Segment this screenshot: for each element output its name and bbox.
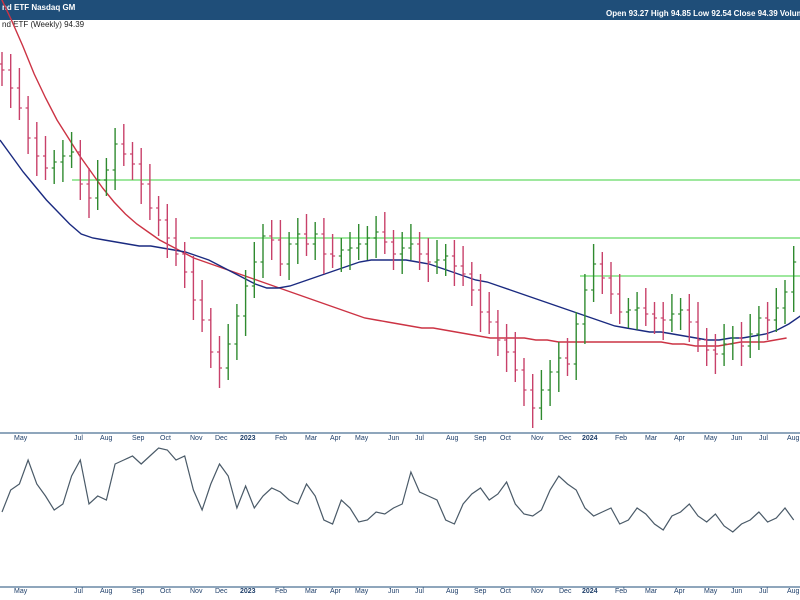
price-x-tick-label: Jul [759,435,768,442]
indicator-x-tick-label: Aug [100,588,113,595]
price-x-tick-label: Dec [559,435,572,442]
indicator-x-tick-label: Jul [415,588,424,595]
price-x-tick-label: Aug [446,435,459,442]
price-x-tick-label: Sep [132,435,145,442]
indicator-x-tick-label: Apr [330,588,342,595]
price-x-tick-label: Oct [500,435,511,442]
price-x-tick-label: Apr [674,435,686,442]
price-x-tick-label: Nov [531,435,544,442]
price-x-tick-label: Mar [645,435,658,442]
indicator-x-tick-label: May [704,588,718,595]
chart-header: nd ETF Nasdaq GM Open 93.27 High 94.85 L… [0,0,800,20]
indicator-x-tick-label: Aug [787,588,800,595]
indicator-x-tick-label: Sep [132,588,145,595]
price-x-tick-label: Feb [275,435,287,442]
indicator-x-tick-label: Jul [759,588,768,595]
short-moving-average-line [0,139,800,341]
price-x-tick-label: Nov [190,435,203,442]
indicator-x-tick-label: 2023 [240,588,256,595]
indicator-x-tick-label: Apr [674,588,686,595]
indicator-x-tick-label: Oct [160,588,171,595]
indicator-x-tick-label: Nov [190,588,203,595]
long-moving-average-line [1,0,787,347]
chart-subtitle: nd ETF (Weekly) 94.39 [2,20,85,29]
indicator-x-tick-label: Feb [615,588,627,595]
indicator-x-tick-label: May [14,588,28,595]
price-x-tick-label: Sep [474,435,487,442]
price-x-tick-label: 2023 [240,435,256,442]
price-x-tick-label: May [704,435,718,442]
indicator-x-tick-label: Jun [731,588,742,595]
indicator-x-tick-label: Mar [645,588,658,595]
price-x-tick-label: Jul [415,435,424,442]
price-x-tick-label: Oct [160,435,171,442]
indicator-x-tick-label: 2024 [582,588,598,595]
indicator-x-tick-label: Dec [559,588,572,595]
indicator-x-tick-label: May [355,588,369,595]
indicator-x-tick-label: Jun [388,588,399,595]
price-x-tick-label: Dec [215,435,228,442]
ohlc-readout: Open 93.27 High 94.85 Low 92.54 Close 94… [606,9,800,18]
indicator-line [1,447,795,533]
price-x-tick-label: Mar [305,435,318,442]
price-x-tick-label: May [355,435,369,442]
price-x-tick-label: May [14,435,28,442]
price-x-tick-label: Aug [100,435,113,442]
price-x-tick-label: Aug [787,435,800,442]
indicator-x-tick-label: Oct [500,588,511,595]
indicator-x-tick-label: Aug [446,588,459,595]
indicator-x-tick-label: Jul [74,588,83,595]
price-x-tick-label: 2024 [582,435,598,442]
price-x-tick-label: Feb [615,435,627,442]
price-x-tick-label: Jul [74,435,83,442]
price-x-tick-label: Jun [731,435,742,442]
indicator-x-tick-label: Mar [305,588,318,595]
indicator-x-tick-label: Nov [531,588,544,595]
indicator-x-tick-label: Dec [215,588,228,595]
indicator-x-tick-label: Sep [474,588,487,595]
price-x-tick-label: Jun [388,435,399,442]
instrument-title: nd ETF Nasdaq GM [2,3,76,12]
indicator-x-tick-label: Feb [275,588,287,595]
price-x-tick-label: Apr [330,435,342,442]
